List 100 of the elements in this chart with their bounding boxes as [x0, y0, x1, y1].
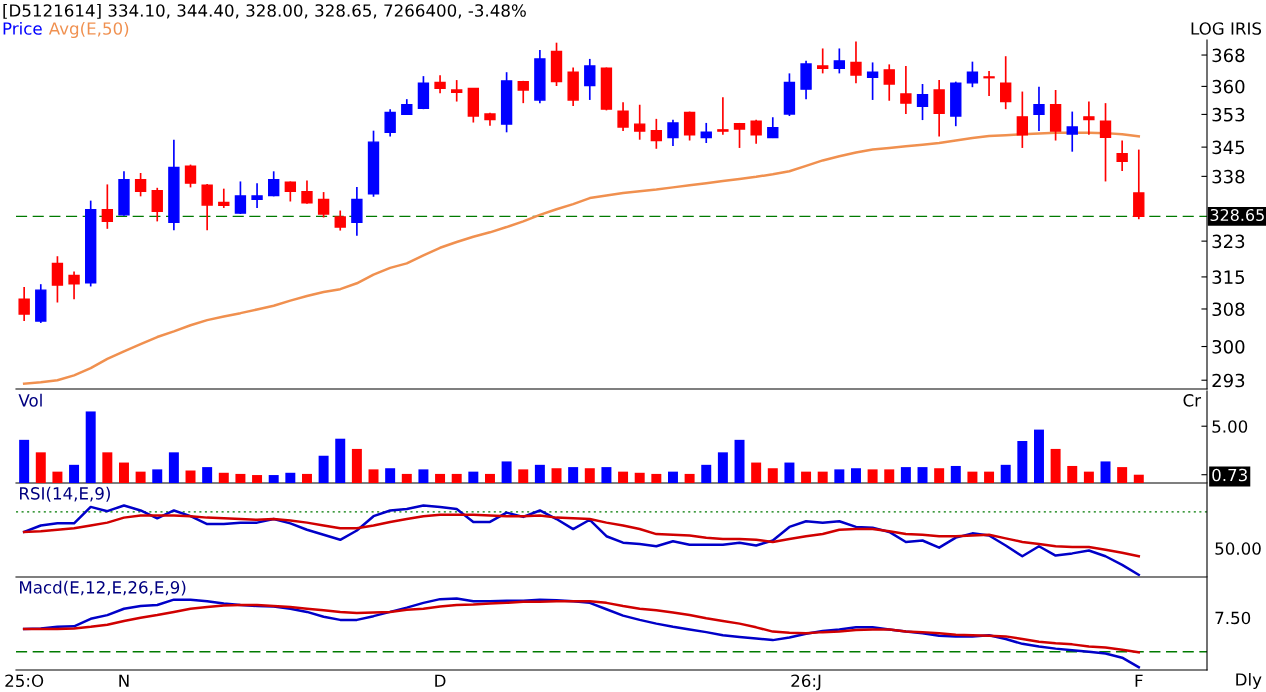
candlestick	[334, 209, 346, 232]
bar	[19, 439, 30, 483]
candlestick	[134, 172, 147, 198]
candlestick	[1083, 100, 1095, 136]
candlestick	[51, 255, 64, 304]
candlestick	[1033, 85, 1045, 132]
candlestick	[101, 183, 114, 230]
candlestick	[750, 118, 762, 145]
y-tick-label: 315	[1212, 270, 1245, 285]
bar	[202, 467, 213, 483]
bar	[751, 462, 762, 483]
bar	[368, 469, 379, 483]
bar	[534, 464, 545, 483]
candlestick	[1099, 102, 1112, 183]
bar	[568, 467, 579, 483]
candlestick	[584, 58, 596, 101]
candlestick	[650, 118, 663, 150]
candlestick	[683, 110, 696, 142]
candlestick	[717, 96, 729, 136]
candlestick	[384, 108, 396, 138]
bar	[950, 465, 961, 483]
bar	[551, 468, 562, 483]
bar	[351, 448, 362, 483]
bar	[35, 452, 46, 483]
bar	[1050, 448, 1061, 483]
bar	[118, 462, 129, 483]
bar	[318, 455, 329, 483]
bar	[684, 473, 695, 483]
candlestick	[151, 186, 163, 223]
bar	[900, 467, 911, 483]
chart-title: RSI(14,E,9)	[20, 486, 110, 502]
candlestick	[268, 170, 280, 198]
text: LOG IRIS	[1191, 22, 1262, 35]
candlestick	[900, 65, 912, 115]
bar	[1100, 461, 1111, 483]
bar	[1133, 474, 1144, 483]
x-tick-label: F	[1135, 674, 1143, 687]
candlestick	[817, 47, 829, 75]
bar	[501, 461, 512, 483]
candlestick	[1116, 139, 1128, 172]
bar	[884, 469, 895, 483]
chart-title: Macd(E,12,E,26,E,9)	[20, 580, 186, 596]
bar	[801, 471, 812, 483]
x-tick-label: D	[435, 674, 446, 687]
chart-title: [D5121614] 334.10, 344.40, 328.00, 328.65, 7266400, -3.48%	[3, 3, 526, 19]
candlestick	[68, 270, 80, 301]
y-tick-label: 308	[1212, 302, 1245, 317]
bar	[618, 471, 629, 483]
candlestick	[1066, 110, 1078, 153]
candlestick	[1133, 148, 1145, 221]
candlestick	[1016, 90, 1029, 149]
candlestick	[833, 47, 846, 75]
x-tick-label: 25:O	[5, 674, 44, 688]
text: 7.50	[1215, 611, 1251, 625]
bar	[1083, 471, 1094, 483]
bar	[784, 462, 795, 483]
bar	[451, 473, 462, 483]
bar	[468, 471, 479, 483]
candlestick	[866, 61, 879, 101]
bar	[52, 471, 63, 483]
y-tick-label: 360	[1212, 79, 1245, 94]
bar	[152, 469, 163, 483]
y-tick-label: 300	[1212, 339, 1245, 354]
bar	[867, 469, 878, 483]
bar	[601, 467, 612, 483]
text: 50.00	[1215, 542, 1261, 555]
bar	[135, 471, 146, 483]
bar	[385, 468, 396, 483]
y-tick-label: 5.00	[1212, 420, 1248, 433]
bar	[285, 472, 296, 483]
candlestick	[218, 187, 230, 209]
candlestick	[883, 63, 895, 102]
candlestick	[850, 40, 862, 85]
bar	[734, 439, 745, 483]
bar	[335, 438, 346, 483]
candlestick	[933, 79, 945, 138]
y-tick-label: 353	[1212, 107, 1245, 122]
bar	[168, 452, 179, 483]
y-tick-label: 338	[1212, 169, 1245, 184]
bar	[967, 471, 978, 483]
bar	[185, 470, 196, 483]
bar	[69, 464, 80, 483]
candlestick	[284, 180, 297, 203]
y-tick-label: 368	[1212, 48, 1245, 63]
bar	[984, 471, 995, 483]
y-tick-label: 323	[1212, 234, 1245, 249]
bar	[484, 473, 495, 483]
bar	[1033, 429, 1044, 483]
candlestick	[18, 286, 30, 322]
y-tick-label: 345	[1212, 140, 1245, 155]
text: Avg(E,50)	[48, 21, 129, 39]
candlestick	[966, 60, 979, 89]
bar	[435, 473, 446, 483]
ref-line-label: 328.65	[1210, 208, 1264, 222]
bar	[102, 452, 113, 483]
bar	[634, 472, 645, 483]
bar	[252, 475, 263, 483]
bar	[817, 471, 828, 483]
candlestick	[916, 83, 929, 121]
candlestick	[634, 103, 646, 141]
